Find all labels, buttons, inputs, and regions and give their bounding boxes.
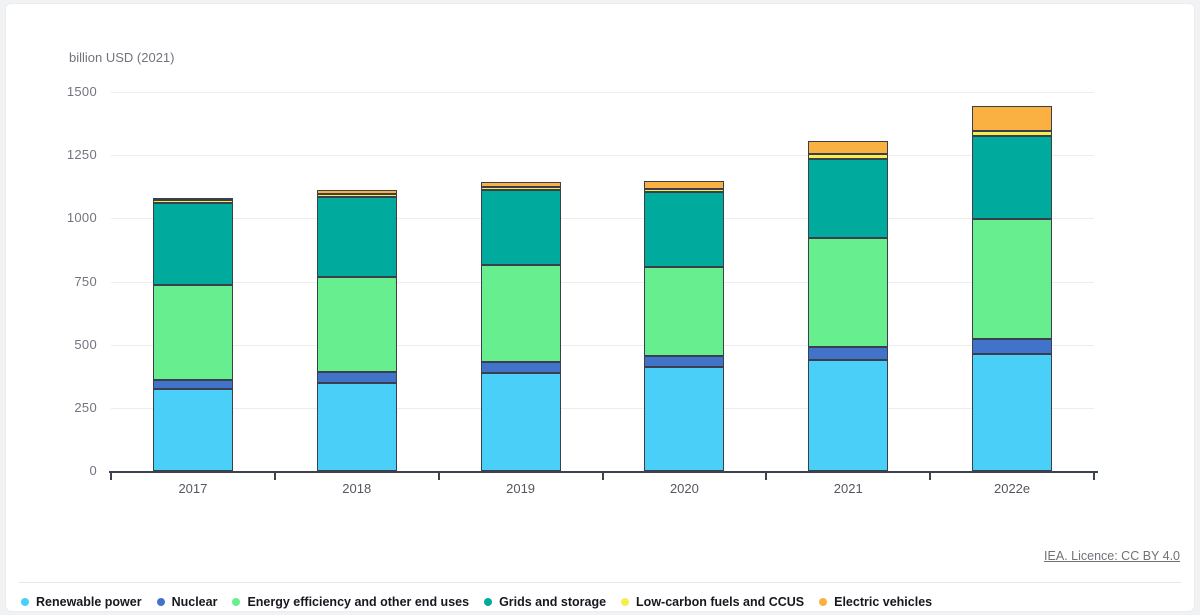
y-axis-tick-label-1250: 1250 [66, 147, 97, 163]
bar-segment-2019-renewable-power[interactable] [480, 372, 561, 471]
bar-segment-2017-grids-and-storage[interactable] [152, 202, 233, 286]
legend-label-electric-vehicles: Electric vehicles [834, 595, 933, 609]
bar-segment-2019-energy-efficiency-and-other-end-uses[interactable] [480, 265, 561, 363]
legend-label-grids-and-storage: Grids and storage [499, 595, 607, 609]
gridline-1250 [111, 155, 1094, 157]
bar-segment-2017-renewable-power[interactable] [152, 388, 233, 471]
footer-divider [19, 582, 1181, 583]
bar-segment-2017-nuclear[interactable] [152, 379, 233, 389]
bar-segment-2018-grids-and-storage[interactable] [316, 197, 397, 277]
bar-segment-2021-energy-efficiency-and-other-end-uses[interactable] [808, 238, 889, 347]
legend-item-energy-efficiency-and-other-end-uses[interactable]: Energy efficiency and other end uses [232, 595, 469, 609]
bar-segment-2019-grids-and-storage[interactable] [480, 190, 561, 266]
bar-segment-2017-low-carbon-fuels-and-ccus[interactable] [152, 200, 233, 203]
y-axis-tick-label-500: 500 [74, 336, 97, 352]
bar-segment-2019-low-carbon-fuels-and-ccus[interactable] [480, 187, 561, 191]
bar-segment-2021-nuclear[interactable] [808, 346, 889, 361]
x-axis-label-2021: 2021 [833, 481, 863, 496]
bar-segment-2020-nuclear[interactable] [644, 356, 725, 367]
bar-segment-2022e-nuclear[interactable] [972, 339, 1053, 355]
bar-segment-2020-low-carbon-fuels-and-ccus[interactable] [644, 189, 725, 193]
bar-segment-2022e-renewable-power[interactable] [972, 354, 1053, 471]
x-axis-tick [437, 471, 440, 480]
x-axis-line [109, 471, 1098, 473]
bar-segment-2021-electric-vehicles[interactable] [808, 140, 889, 155]
bar-segment-2017-electric-vehicles[interactable] [152, 197, 233, 201]
legend-item-nuclear[interactable]: Nuclear [156, 595, 218, 609]
bar-segment-2017-energy-efficiency-and-other-end-uses[interactable] [152, 285, 233, 380]
y-axis-unit-label: billion USD (2021) [69, 50, 175, 65]
x-axis-tick [929, 471, 932, 480]
x-axis-label-2022e: 2022e [993, 481, 1031, 496]
bar-segment-2021-renewable-power[interactable] [808, 360, 889, 471]
legend-item-low-carbon-fuels-and-ccus[interactable]: Low-carbon fuels and CCUS [621, 595, 804, 609]
x-axis-tick [765, 471, 768, 480]
x-axis-tick [1093, 471, 1095, 480]
legend-dot-renewable-power [21, 598, 29, 606]
bar-segment-2019-nuclear[interactable] [480, 362, 561, 373]
y-axis-tick-label-750: 750 [74, 273, 97, 289]
y-axis-tick-label-1500: 1500 [66, 84, 97, 99]
bar-segment-2018-electric-vehicles[interactable] [316, 190, 397, 195]
x-axis-tick [110, 471, 112, 480]
bar-segment-2019-electric-vehicles[interactable] [480, 181, 561, 188]
gridline-1000 [111, 218, 1094, 220]
gridline-500 [111, 344, 1094, 346]
legend-label-energy-efficiency-and-other-end-uses: Energy efficiency and other end uses [247, 595, 470, 609]
gridline-750 [111, 281, 1094, 283]
gridline-1500 [111, 92, 1094, 93]
bar-segment-2021-grids-and-storage[interactable] [808, 158, 889, 239]
bar-segment-2022e-energy-efficiency-and-other-end-uses[interactable] [972, 219, 1053, 340]
x-axis-label-2019: 2019 [506, 481, 536, 496]
gridline-250 [111, 407, 1094, 409]
bar-segment-2022e-low-carbon-fuels-and-ccus[interactable] [972, 130, 1053, 136]
bar-segment-2020-renewable-power[interactable] [644, 366, 725, 471]
legend-dot-low-carbon-fuels-and-ccus [621, 598, 630, 606]
legend-label-low-carbon-fuels-and-ccus: Low-carbon fuels and CCUS [636, 595, 805, 609]
legend-dot-electric-vehicles [819, 598, 828, 606]
x-axis-tick [601, 471, 604, 480]
legend-label-renewable-power: Renewable power [36, 595, 142, 609]
bar-segment-2020-grids-and-storage[interactable] [644, 192, 725, 268]
legend-dot-nuclear [156, 598, 165, 606]
source-licence-link[interactable]: IEA. Licence: CC BY 4.0 [1044, 549, 1180, 563]
legend-item-grids-and-storage[interactable]: Grids and storage [484, 595, 606, 609]
legend-item-electric-vehicles[interactable]: Electric vehicles [819, 595, 932, 609]
bar-segment-2018-nuclear[interactable] [316, 371, 397, 384]
x-axis-label-2017: 2017 [178, 481, 208, 496]
legend-dot-grids-and-storage [484, 598, 493, 606]
y-axis-tick-label-250: 250 [74, 399, 97, 415]
bar-segment-2020-energy-efficiency-and-other-end-uses[interactable] [644, 267, 725, 357]
bar-segment-2018-energy-efficiency-and-other-end-uses[interactable] [316, 276, 397, 372]
bar-segment-2020-electric-vehicles[interactable] [644, 180, 725, 190]
legend-item-renewable-power[interactable]: Renewable power [21, 595, 142, 609]
plot-area: 0 250 500 750 1000 1250 1500 2017 2018 2019 2020 2… [67, 84, 1098, 496]
x-axis-label-2020: 2020 [669, 481, 699, 496]
bar-segment-2018-renewable-power[interactable] [316, 383, 397, 471]
legend: Renewable power Nuclear Energy efficiency … [21, 595, 1181, 609]
legend-label-nuclear: Nuclear [171, 595, 218, 609]
x-axis-tick [273, 471, 276, 480]
chart-card: billion USD (2021) 0 250 500 750 1000 1250 150… [5, 3, 1195, 612]
legend-dot-energy-efficiency-and-other-end-uses [232, 598, 241, 606]
bar-segment-2021-low-carbon-fuels-and-ccus[interactable] [808, 154, 889, 159]
bar-segment-2018-low-carbon-fuels-and-ccus[interactable] [316, 194, 397, 198]
x-axis-label-2018: 2018 [342, 481, 372, 496]
y-axis-tick-label-0: 0 [89, 463, 97, 478]
bar-segment-2022e-grids-and-storage[interactable] [972, 135, 1053, 220]
y-axis-tick-label-1000: 1000 [66, 210, 97, 226]
bar-segment-2022e-electric-vehicles[interactable] [972, 105, 1053, 131]
